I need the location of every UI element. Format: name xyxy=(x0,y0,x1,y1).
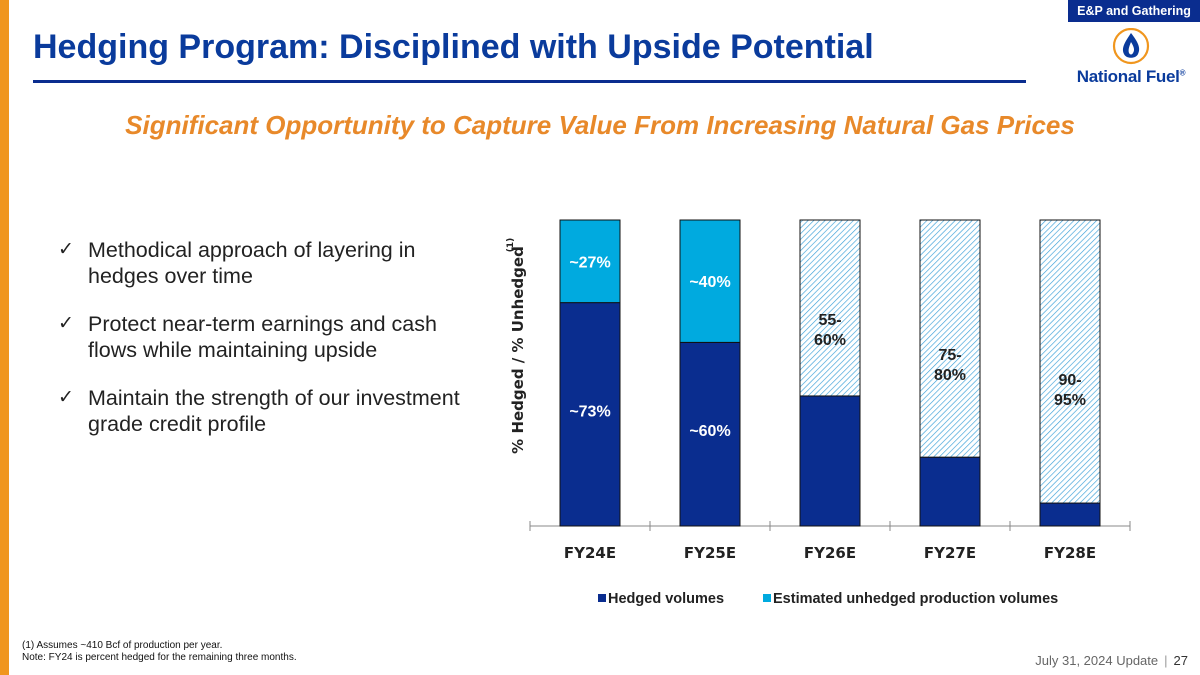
data-label-unhedged: 75-80% xyxy=(934,347,966,384)
bullet-text: Maintain the strength of our investment … xyxy=(88,386,460,436)
legend-label-hedged: Hedged volumes xyxy=(608,591,724,607)
bar-unhedged-FY25E xyxy=(679,219,741,343)
bar-hedged-FY27E xyxy=(919,456,981,527)
checkmark-icon: ✓ xyxy=(58,313,74,334)
slide-footer: July 31, 2024 Update | 27 xyxy=(1035,653,1188,668)
slide-subtitle: Significant Opportunity to Capture Value… xyxy=(125,110,1075,140)
bullet-item: ✓ Methodical approach of layering in hed… xyxy=(58,237,478,289)
data-label-unhedged: 90-95% xyxy=(1054,372,1086,409)
accent-sidebar-bar xyxy=(0,0,9,675)
legend-label-unhedged: Estimated unhedged production volumes xyxy=(773,591,1058,607)
data-label-unhedged: ~40% xyxy=(689,274,730,291)
x-tick-label: FY28E xyxy=(1044,544,1096,562)
footer-separator: | xyxy=(1164,653,1168,668)
logo-wordmark: National Fuel® xyxy=(1076,67,1186,86)
bullet-item: ✓ Protect near-term earnings and cash fl… xyxy=(58,311,478,363)
company-logo: National Fuel® xyxy=(1072,27,1190,88)
data-label-hedged: ~73% xyxy=(569,403,610,420)
page-number: 27 xyxy=(1173,653,1188,668)
bar-hedged-FY24E xyxy=(559,302,621,527)
footer-date: July 31, 2024 Update xyxy=(1035,653,1159,668)
checkmark-icon: ✓ xyxy=(58,387,74,408)
legend-swatch-unhedged xyxy=(763,594,771,602)
bar-unhedged-FY27E xyxy=(919,219,981,458)
section-tag: E&P and Gathering xyxy=(1068,0,1200,22)
y-axis-label: % Hedged / % Unhedged xyxy=(509,246,527,454)
footnote-1: (1) Assumes ~410 Bcf of production per y… xyxy=(22,640,223,651)
bullet-text: Methodical approach of layering in hedge… xyxy=(88,238,416,288)
bar-hedged-FY26E xyxy=(799,395,861,527)
bullet-list: ✓ Methodical approach of layering in hed… xyxy=(58,237,478,459)
y-axis-label-superscript: (1) xyxy=(506,238,516,253)
footnote-note: Note: FY24 is percent hedged for the rem… xyxy=(22,652,297,663)
hedging-chart: ~73% ~27% FY24E ~60% ~40% FY25E 55-60% FY26E 75-… xyxy=(495,205,1155,630)
legend-swatch-hedged xyxy=(598,594,606,602)
bar-hedged-FY25E xyxy=(679,341,741,527)
data-label-unhedged: ~27% xyxy=(569,254,610,271)
bar-hedged-FY28E xyxy=(1039,502,1101,527)
x-tick-label: FY25E xyxy=(684,544,736,562)
bar-unhedged-FY28E xyxy=(1039,219,1101,504)
page-title: Hedging Program: Disciplined with Upside… xyxy=(33,28,874,66)
footnotes: (1) Assumes ~410 Bcf of production per y… xyxy=(22,640,297,664)
bullet-text: Protect near-term earnings and cash flow… xyxy=(88,312,437,362)
bullet-item: ✓ Maintain the strength of our investmen… xyxy=(58,385,478,437)
bar-unhedged-FY24E xyxy=(559,219,621,304)
flame-icon xyxy=(1112,27,1150,65)
bar-unhedged-FY26E xyxy=(799,219,861,397)
chart-canvas: ~73% ~27% FY24E ~60% ~40% FY25E 55-60% FY26E 75-… xyxy=(506,219,1131,607)
data-label-unhedged: 55-60% xyxy=(814,312,846,349)
x-tick-label: FY27E xyxy=(924,544,976,562)
checkmark-icon: ✓ xyxy=(58,239,74,260)
data-label-hedged: ~60% xyxy=(689,423,730,440)
x-tick-label: FY24E xyxy=(564,544,616,562)
title-divider xyxy=(33,80,1026,83)
x-tick-label: FY26E xyxy=(804,544,856,562)
